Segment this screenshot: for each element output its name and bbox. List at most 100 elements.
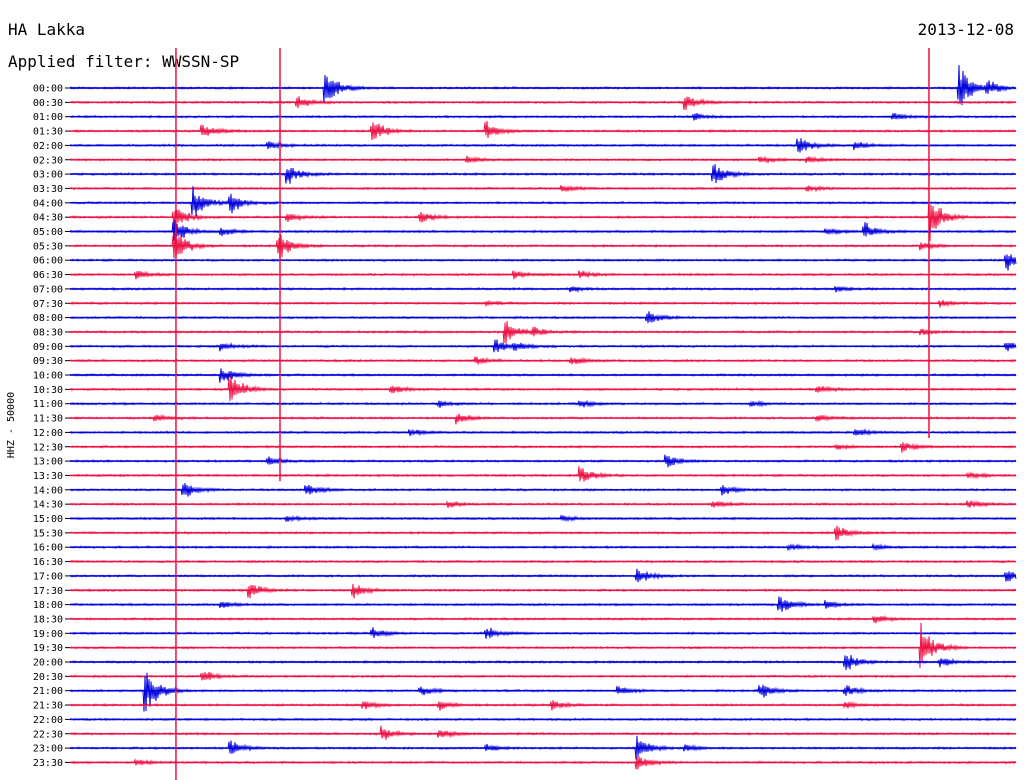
time-tick-label: 15:30	[33, 528, 63, 539]
trace-row: 08:00	[33, 311, 1017, 324]
trace-row: 20:30	[33, 672, 1017, 683]
trace-line	[69, 583, 1017, 599]
time-tick-label: 22:30	[33, 729, 63, 740]
trace-row: 23:30	[33, 756, 1017, 770]
trace-row: 03:00	[33, 164, 1017, 184]
time-tick-label: 23:30	[33, 758, 63, 769]
trace-row: 16:00	[33, 543, 1017, 554]
trace-line	[69, 198, 1017, 241]
trace-row: 17:30	[33, 583, 1017, 599]
trace-row: 13:30	[33, 466, 1017, 482]
trace-row: 08:30	[33, 320, 1017, 345]
trace-row: 15:00	[33, 514, 1017, 525]
time-tick-label: 17:30	[33, 586, 63, 597]
time-tick-label: 01:00	[33, 112, 63, 123]
trace-row: 00:30	[33, 96, 1017, 110]
trace-row: 21:30	[33, 700, 1017, 712]
trace-row: 23:00	[33, 735, 1017, 760]
time-tick-label: 04:30	[33, 213, 63, 224]
time-tick-label: 07:30	[33, 299, 63, 310]
trace-row: 04:30	[33, 198, 1017, 241]
time-tick-label: 11:00	[33, 399, 63, 410]
time-tick-label: 20:00	[33, 658, 63, 669]
trace-row: 19:00	[33, 627, 1017, 640]
time-tick-label: 19:00	[33, 629, 63, 640]
trace-row: 11:00	[33, 399, 1017, 410]
trace-row: 11:30	[33, 413, 1017, 425]
time-tick-label: 21:30	[33, 701, 63, 712]
time-tick-label: 05:00	[33, 227, 63, 238]
trace-row: 05:30	[33, 231, 1017, 260]
trace-row: 15:30	[33, 525, 1017, 541]
time-tick-label: 18:30	[33, 614, 63, 625]
trace-row: 05:00	[33, 219, 1017, 243]
trace-row: 21:00	[33, 672, 1017, 712]
trace-row: 07:30	[33, 299, 1017, 310]
time-tick-label: 14:30	[33, 500, 63, 511]
time-tick-label: 03:30	[33, 184, 63, 195]
time-tick-label: 09:00	[33, 342, 63, 353]
time-tick-label: 20:30	[33, 672, 63, 683]
time-tick-label: 09:30	[33, 356, 63, 367]
time-tick-label: 13:30	[33, 471, 63, 482]
trace-row: 09:00	[33, 339, 1017, 353]
trace-row: 00:00	[33, 65, 1017, 106]
time-tick-label: 02:30	[33, 155, 63, 166]
time-tick-label: 12:00	[33, 428, 63, 439]
time-tick-label: 17:00	[33, 571, 63, 582]
trace-row: 16:30	[33, 557, 1017, 568]
time-tick-label: 08:30	[33, 327, 63, 338]
trace-row: 06:30	[33, 270, 1017, 281]
trace-row: 07:00	[33, 284, 1017, 295]
trace-row: 19:30	[33, 622, 1017, 669]
trace-row: 01:00	[33, 112, 1017, 123]
time-tick-label: 15:00	[33, 514, 63, 525]
trace-row: 12:00	[33, 428, 1017, 439]
y-axis-label-group: HHZ - 50000	[6, 392, 17, 458]
time-tick-label: 21:00	[33, 686, 63, 697]
trace-row: 14:30	[33, 500, 1017, 511]
trace-row: 12:30	[33, 442, 1017, 453]
date-label: 2013-12-08	[917, 20, 1014, 39]
trace-row: 03:30	[33, 184, 1017, 195]
time-tick-label: 05:30	[33, 241, 63, 252]
trace-line	[69, 375, 1017, 401]
trace-row: 01:30	[33, 120, 1017, 141]
time-tick-label: 11:30	[33, 414, 63, 425]
time-tick-label: 06:30	[33, 270, 63, 281]
trace-row: 10:00	[33, 368, 1017, 383]
trace-row: 04:00	[33, 186, 1017, 217]
trace-row: 20:00	[33, 654, 1017, 671]
time-tick-label: 12:30	[33, 442, 63, 453]
time-tick-label: 04:00	[33, 198, 63, 209]
time-tick-label: 07:00	[33, 284, 63, 295]
time-tick-label: 16:30	[33, 557, 63, 568]
trace-line	[69, 725, 1017, 740]
time-tick-label: 03:00	[33, 170, 63, 181]
trace-line	[69, 254, 1017, 271]
trace-row: 22:30	[33, 725, 1017, 740]
y-axis-label: HHZ - 50000	[6, 392, 17, 458]
trace-row: 17:00	[33, 568, 1017, 582]
trace-line	[69, 186, 1017, 217]
time-tick-label: 06:00	[33, 256, 63, 267]
trace-row: 09:30	[33, 356, 1017, 367]
time-tick-label: 19:30	[33, 643, 63, 654]
trace-row: 14:00	[33, 482, 1017, 497]
time-tick-label: 14:00	[33, 485, 63, 496]
trace-row: 02:30	[33, 155, 1017, 166]
trace-line	[69, 466, 1017, 482]
trace-line	[69, 614, 1017, 624]
trace-row: 10:30	[33, 375, 1017, 401]
time-tick-label: 16:00	[33, 543, 63, 554]
trace-row: 06:00	[33, 254, 1017, 271]
station-title: HA Lakka	[8, 20, 86, 39]
filter-label: Applied filter: WWSSN-SP	[8, 52, 240, 71]
trace-rows: 00:00 00:30 01:00 01:30 02:00 02:30 03:00 03:30…	[33, 65, 1017, 770]
trace-line	[69, 413, 1017, 425]
trace-row: 02:00	[33, 138, 1017, 153]
time-tick-label: 18:00	[33, 600, 63, 611]
time-tick-label: 22:00	[33, 715, 63, 726]
time-tick-label: 00:30	[33, 98, 63, 109]
